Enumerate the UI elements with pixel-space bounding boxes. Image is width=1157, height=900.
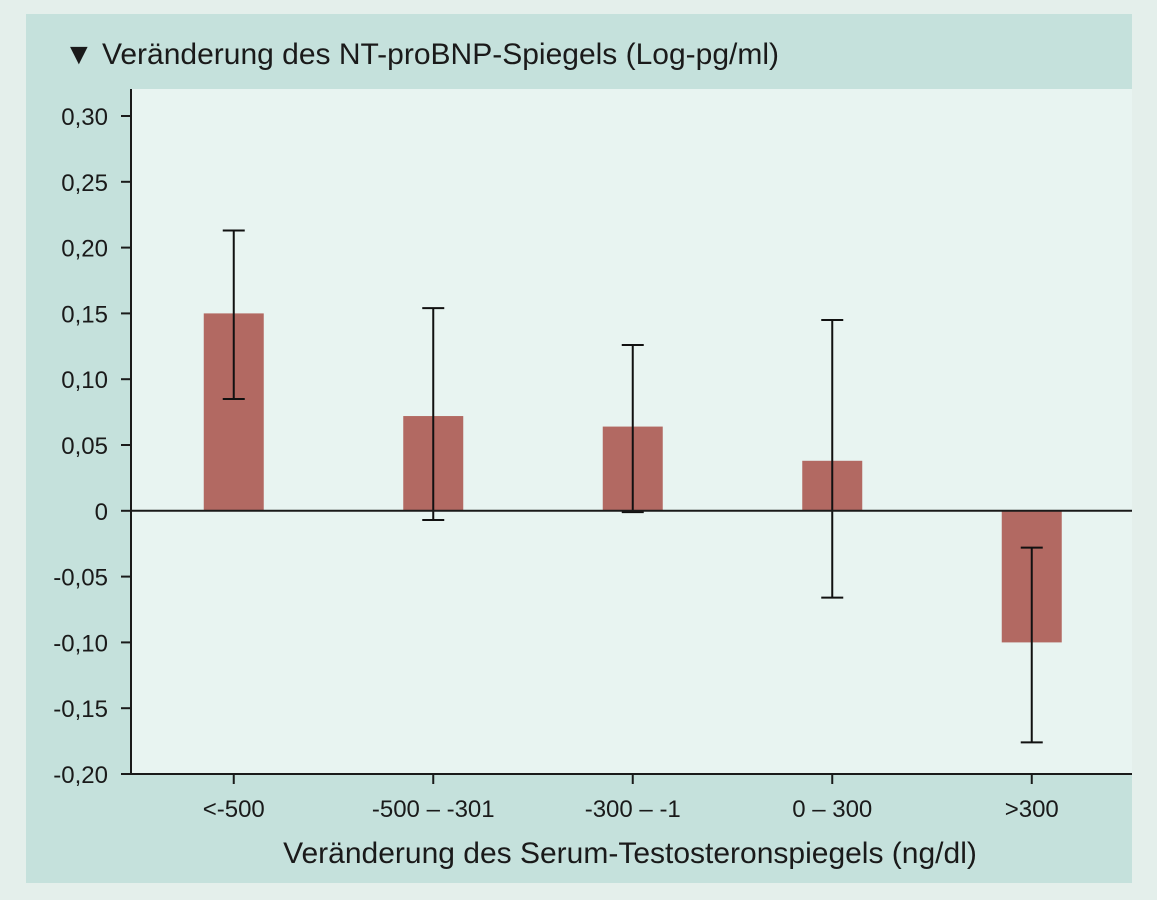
bar-chart: ▼ Veränderung des NT-proBNP-Spiegels (Lo… <box>53 38 1132 870</box>
x-axis-title: Veränderung des Serum-Testosteronspiegel… <box>283 837 977 870</box>
x-ticks-group: <-500 -500 – -301 -300 – -1 0 – 300 >300 <box>203 774 1059 823</box>
error-bar-3 <box>821 318 844 599</box>
title-triangle-icon: ▼ <box>64 38 94 71</box>
y-tick-label: -0,20 <box>53 762 108 789</box>
axes-group <box>130 89 1132 775</box>
x-tick-label: -300 – -1 <box>585 796 681 823</box>
y-tick-label: 0,15 <box>61 301 108 328</box>
y-tick-label: 0,20 <box>61 236 108 263</box>
x-tick-label: >300 <box>1005 796 1059 823</box>
y-tick-label: -0,10 <box>53 630 108 657</box>
error-bars-group <box>222 229 1043 744</box>
chart-panel: ▼ Veränderung des NT-proBNP-Spiegels (Lo… <box>26 14 1132 883</box>
error-bar-1 <box>422 307 445 522</box>
y-tick-label: 0,25 <box>61 170 108 197</box>
error-bar-2 <box>621 343 644 514</box>
error-bar-0 <box>222 229 245 400</box>
x-tick-label: <-500 <box>203 796 265 823</box>
error-bar-4 <box>1020 546 1043 744</box>
y-tick-label: -0,15 <box>53 696 108 723</box>
x-tick-label: 0 – 300 <box>792 796 872 823</box>
y-ticks-group: 0,30 0,25 0,20 0,15 0,10 0,05 0 -0,05 -0,10 -0,15… <box>53 104 131 789</box>
x-tick-label: -500 – -301 <box>372 796 495 823</box>
y-tick-label: 0 <box>95 499 108 526</box>
y-tick-label: 0,30 <box>61 104 108 131</box>
y-tick-label: -0,05 <box>53 565 108 592</box>
y-tick-label: 0,10 <box>61 367 108 394</box>
y-tick-label: 0,05 <box>61 433 108 460</box>
chart-title: Veränderung des NT-proBNP-Spiegels (Log-… <box>102 38 779 71</box>
